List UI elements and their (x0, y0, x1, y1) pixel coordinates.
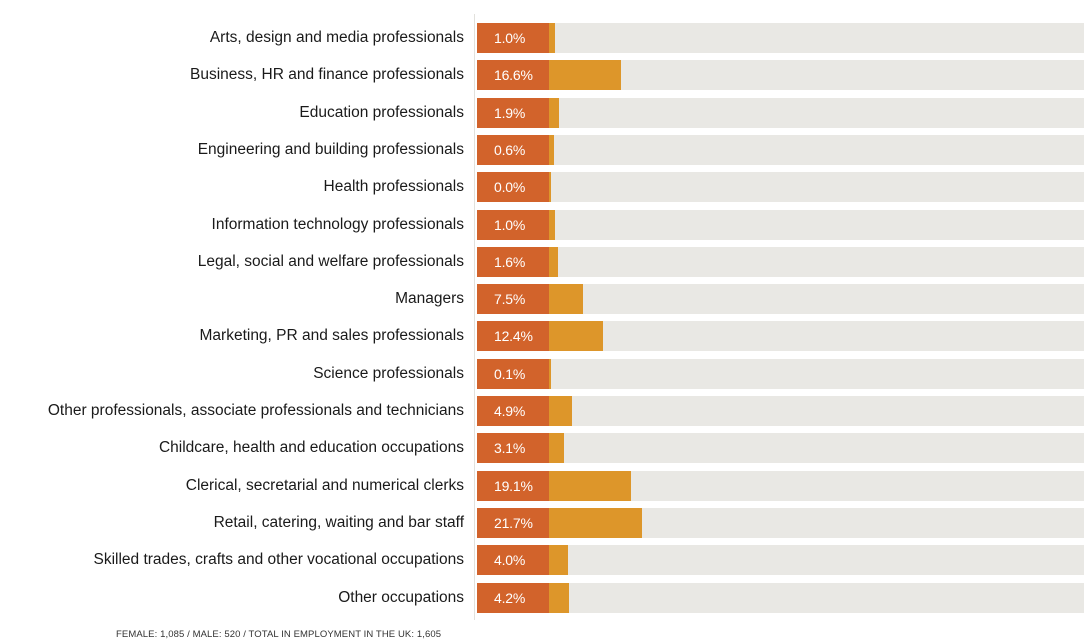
category-label: Clerical, secretarial and numerical cler… (185, 476, 464, 494)
value-box (477, 284, 549, 315)
data-label: 19.1% (494, 477, 533, 494)
bar (549, 396, 572, 426)
data-label: 12.4% (494, 328, 533, 345)
bar-track (477, 358, 1084, 389)
bar (549, 134, 554, 165)
value-box (477, 358, 549, 389)
bar (549, 246, 558, 277)
bar-track (477, 433, 1084, 464)
category-label: Marketing, PR and sales professionals (199, 327, 465, 345)
value-box (477, 433, 549, 464)
chart-row: Managers 7.5% (0, 284, 1084, 315)
category-label: Education professionals (299, 103, 464, 121)
chart-row: Other occupations 4.2% (0, 582, 1084, 613)
data-label: 3.1% (494, 440, 526, 457)
chart-row: Education professionals 1.9% (0, 97, 1084, 128)
data-label: 1.9% (494, 104, 526, 121)
bar (549, 60, 621, 91)
category-label: Other occupations (338, 588, 464, 606)
chart-row: Engineering and building professionals 0.… (0, 134, 1084, 165)
bar (549, 209, 556, 240)
bar (549, 358, 552, 389)
chart-row: Business, HR and finance professionals 16… (0, 60, 1084, 91)
axis-line (474, 14, 475, 620)
bar-track (477, 545, 1084, 576)
bar (549, 97, 559, 128)
category-label: Arts, design and media professionals (209, 29, 464, 46)
value-box (477, 470, 549, 501)
data-label: 4.9% (494, 403, 526, 419)
category-label: Managers (395, 290, 464, 308)
chart-row: Information technology professionals 1.0% (0, 209, 1084, 240)
category-label: Legal, social and welfare professionals (197, 252, 464, 270)
bar (549, 545, 568, 576)
data-label: 1.0% (494, 216, 526, 233)
value-box (477, 97, 549, 128)
data-label: 4.2% (494, 589, 526, 606)
value-box (477, 321, 549, 352)
bar-track (477, 582, 1084, 613)
chart-row: Legal, social and welfare professionals 1… (0, 246, 1084, 277)
value-box (477, 23, 549, 53)
bar (549, 321, 604, 352)
bar (549, 470, 632, 501)
category-label: Business, HR and finance professionals (190, 66, 464, 84)
value-box (477, 396, 549, 426)
category-label: Retail, catering, waiting and bar staff (213, 513, 464, 531)
bar-track (477, 134, 1084, 165)
value-box (477, 134, 549, 165)
data-label: 4.0% (494, 552, 526, 569)
value-box (477, 172, 549, 203)
chart-row: Retail, catering, waiting and bar staff 2… (0, 507, 1084, 538)
category-label: Science professionals (313, 364, 464, 382)
bar-track (477, 246, 1084, 277)
data-label: 21.7% (494, 514, 533, 531)
value-box (477, 545, 549, 576)
bar (549, 172, 551, 203)
footnote: FEMALE: 1,085 / MALE: 520 / TOTAL IN EMP… (116, 629, 442, 640)
chart-row: Clerical, secretarial and numerical cler… (0, 470, 1084, 501)
bar (549, 582, 569, 613)
value-box (477, 60, 549, 91)
category-label: Skilled trades, crafts and other vocatio… (93, 551, 465, 569)
bar (549, 433, 565, 464)
category-label: Health professionals (323, 178, 464, 196)
data-label: 0.0% (494, 179, 526, 196)
bar (549, 23, 556, 53)
value-box (477, 246, 549, 277)
chart-row: Science professionals 0.1% (0, 358, 1084, 389)
data-label: 1.6% (494, 253, 526, 270)
bar (549, 507, 643, 538)
data-label: 0.1% (494, 365, 526, 382)
data-label: 7.5% (494, 291, 526, 308)
value-box (477, 209, 549, 240)
data-label: 0.6% (494, 141, 526, 158)
data-label: 16.6% (494, 67, 533, 84)
bar-track (477, 23, 1084, 53)
bar-track (477, 97, 1084, 128)
category-label: Information technology professionals (211, 215, 464, 233)
value-box (477, 582, 549, 613)
bar (549, 284, 583, 315)
value-box (477, 507, 549, 538)
category-label: Childcare, health and education occupati… (158, 439, 464, 457)
chart-row: Health professionals 0.0% (0, 172, 1084, 203)
bar-track (477, 172, 1084, 203)
category-label: Other professionals, associate professio… (47, 402, 464, 419)
chart-row: Marketing, PR and sales professionals 12.… (0, 321, 1084, 352)
bar-track (477, 209, 1084, 240)
chart-row: Childcare, health and education occupati… (0, 433, 1084, 464)
category-label: Engineering and building professionals (197, 140, 464, 158)
bar-track (477, 396, 1084, 426)
data-label: 1.0% (494, 30, 526, 46)
chart-row: Other professionals, associate professio… (0, 396, 1084, 426)
chart-row: Skilled trades, crafts and other vocatio… (0, 545, 1084, 576)
chart-row: Arts, design and media professionals 1.0% (0, 23, 1084, 53)
